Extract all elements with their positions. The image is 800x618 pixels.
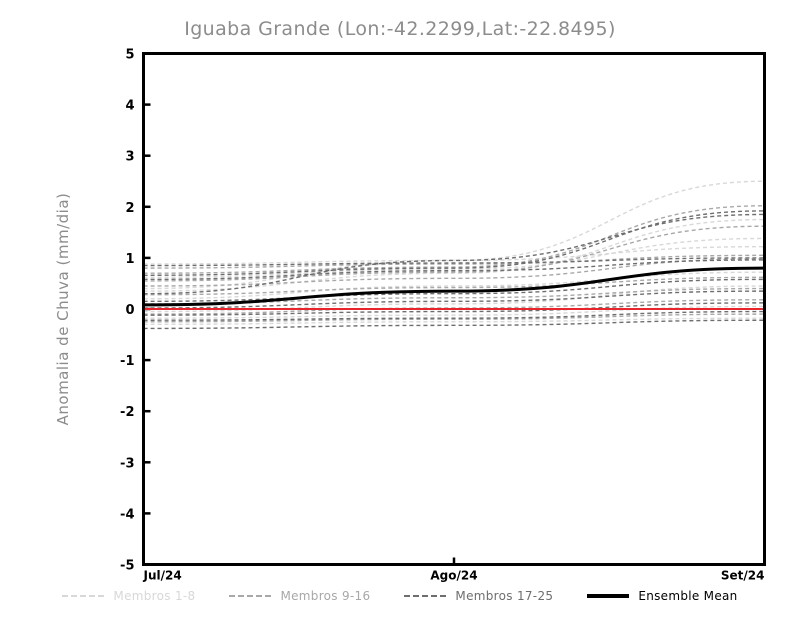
legend-entry[interactable]: Membros 1-8: [62, 589, 195, 603]
legend-label: Membros 1-8: [113, 589, 196, 603]
y-tick-label: -3: [120, 456, 134, 471]
y-tick-label: -5: [120, 559, 134, 574]
member-path: [143, 271, 765, 300]
y-axis-ticks: 5 4 3 2 1 0 -1 -2 -3 -4 -5: [120, 48, 151, 574]
member-path: [143, 258, 765, 287]
member-path: [143, 276, 765, 296]
legend-label: Membros 17-25: [455, 589, 554, 603]
y-tick-label: 3: [125, 150, 134, 165]
member-path: [143, 317, 765, 326]
member-path: [143, 299, 765, 315]
member-path: [143, 210, 765, 276]
y-tick-label: 0: [125, 303, 134, 318]
member-path: [143, 319, 765, 330]
y-tick-label: -1: [120, 354, 134, 369]
legend-swatch-icon: [587, 594, 630, 598]
legend-entry[interactable]: Membros 9-16: [229, 589, 370, 603]
y-tick-label: -4: [120, 507, 134, 522]
ensemble-mean-line: [143, 266, 765, 307]
x-axis-ticks: Jul/24 Ago/24 Set/24: [142, 557, 766, 583]
series-layer: [143, 180, 765, 330]
y-tick-label: 5: [125, 48, 134, 63]
legend-label: Ensemble Mean: [638, 589, 738, 603]
chart-legend: Membros 1-8 Membros 9-16 Membros 17-25 Ense…: [0, 586, 800, 606]
member-path: [143, 278, 765, 303]
member-path: [143, 313, 765, 323]
legend-entry[interactable]: Ensemble Mean: [587, 589, 737, 603]
member-path: [143, 237, 765, 279]
legend-swatch-icon: [404, 595, 447, 597]
y-tick-label: 1: [125, 252, 134, 267]
legend-swatch-icon: [62, 595, 105, 597]
legend-entry[interactable]: Membros 17-25: [404, 589, 553, 603]
member-path: [143, 245, 765, 265]
member-path: [143, 218, 765, 292]
x-tick-label: Jul/24: [143, 569, 182, 583]
member-path: [143, 290, 765, 309]
legend-swatch-icon: [229, 595, 272, 597]
legend-label: Membros 9-16: [280, 589, 371, 603]
chart-title: Iguaba Grande (Lon:-42.2299,Lat:-22.8495…: [184, 18, 616, 40]
y-tick-label: 2: [125, 201, 134, 216]
plot-frame: [142, 52, 766, 566]
y-tick-label: -2: [120, 405, 134, 420]
member-path: [143, 302, 765, 316]
member-path: [143, 205, 765, 274]
member-path: [143, 180, 765, 290]
y-tick-label: 4: [125, 99, 134, 114]
member-path: [143, 225, 765, 282]
member-path: [143, 259, 765, 281]
member-path: [143, 287, 765, 305]
member-path: [143, 310, 765, 321]
x-tick-label: Ago/24: [430, 569, 477, 583]
member-path: [143, 257, 765, 267]
member-path: [143, 254, 765, 269]
x-tick-label: Set/24: [721, 569, 765, 583]
ensemble-mean-path: [143, 266, 765, 307]
